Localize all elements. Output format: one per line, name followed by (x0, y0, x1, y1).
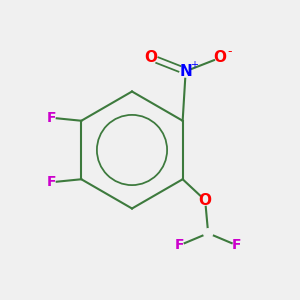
Text: O: O (199, 193, 212, 208)
Text: F: F (175, 238, 184, 252)
Text: -: - (228, 45, 232, 58)
Text: O: O (214, 50, 227, 65)
Text: F: F (46, 175, 56, 189)
Circle shape (204, 229, 213, 238)
Text: F: F (232, 238, 242, 252)
Text: N: N (179, 64, 192, 79)
Text: +: + (190, 60, 198, 70)
Text: F: F (46, 111, 56, 125)
Text: O: O (145, 50, 158, 65)
